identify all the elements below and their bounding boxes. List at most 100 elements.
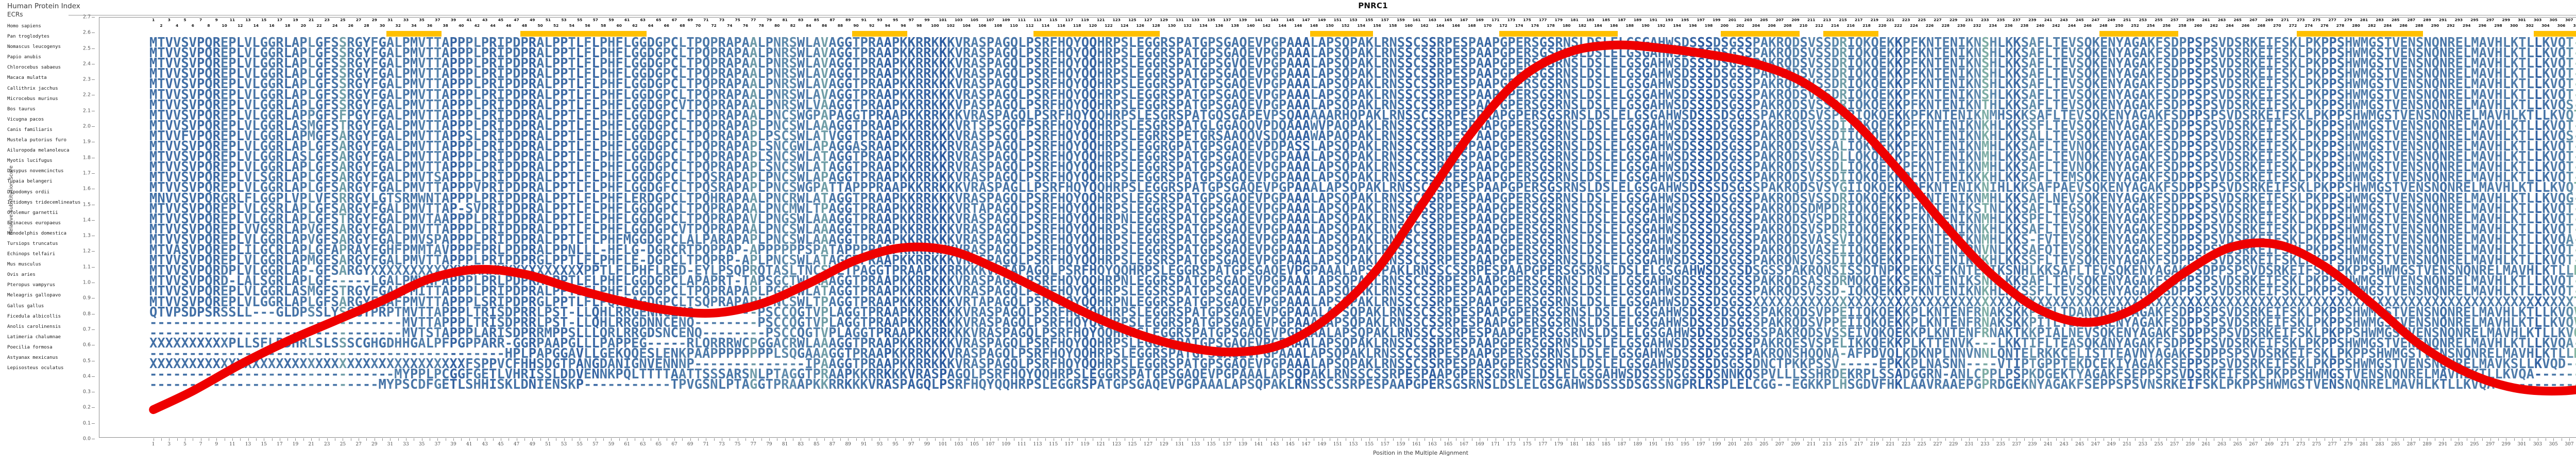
position-tick-label: 222 xyxy=(1894,23,1902,28)
y-axis-tick-label: 0.2 xyxy=(83,405,91,410)
position-tick-label: 181 xyxy=(1570,18,1578,22)
y-axis-tick-mark xyxy=(92,407,95,408)
x-axis-tick-mark xyxy=(2498,438,2499,441)
x-axis-tick-label: 149 xyxy=(1317,442,1326,447)
x-axis-tick-mark xyxy=(1432,438,1433,441)
x-axis-tick-mark xyxy=(1227,438,1228,441)
x-axis-tick-mark xyxy=(1393,438,1394,441)
x-axis-tick-label: 5 xyxy=(183,442,187,447)
position-tick-label: 145 xyxy=(1286,18,1294,22)
x-axis-tick-label: 17 xyxy=(277,442,282,447)
position-tick-label: 204 xyxy=(1752,23,1760,28)
x-axis-tick-mark xyxy=(714,438,715,441)
position-tick-label: 21 xyxy=(309,18,314,22)
position-tick-label: 29 xyxy=(372,18,377,22)
position-tick-label: 224 xyxy=(1910,23,1918,28)
position-tick-label: 85 xyxy=(814,18,819,22)
position-tick-label: 206 xyxy=(1768,23,1775,28)
position-tick-label: 245 xyxy=(2076,18,2083,22)
x-axis-tick-label: 283 xyxy=(2375,442,2384,447)
position-tick-label: 70 xyxy=(696,23,701,28)
position-tick-label: 100 xyxy=(931,23,939,28)
x-axis-tick-mark xyxy=(1132,438,1133,441)
x-axis-tick-label: 253 xyxy=(2139,442,2147,447)
position-tick-label: 304 xyxy=(2541,23,2549,28)
x-axis-tick-label: 291 xyxy=(2438,442,2447,447)
position-tick-label: 285 xyxy=(2392,18,2399,22)
position-tick-label: 221 xyxy=(1886,18,1894,22)
x-axis-tick-label: 61 xyxy=(624,442,630,447)
position-tick-label: 81 xyxy=(782,18,787,22)
x-axis-tick-mark xyxy=(856,438,857,441)
position-tick-label: 227 xyxy=(1934,18,1941,22)
x-axis-tick-label: 285 xyxy=(2391,442,2400,447)
x-axis-tick-mark xyxy=(1969,438,1970,441)
x-axis-tick-label: 41 xyxy=(466,442,472,447)
position-tick-label: 209 xyxy=(1791,18,1799,22)
x-axis-tick-mark xyxy=(911,438,912,441)
position-tick-label: 223 xyxy=(1902,18,1910,22)
x-axis-tick-mark xyxy=(824,438,825,441)
position-tick-label: 144 xyxy=(1278,23,1286,28)
x-axis-tick-mark xyxy=(437,438,438,441)
x-axis-tick-label: 175 xyxy=(1522,442,1531,447)
position-tick-label: 231 xyxy=(1965,18,1973,22)
x-axis-tick-label: 199 xyxy=(1712,442,1721,447)
x-axis-tick-label: 151 xyxy=(1333,442,1342,447)
x-axis-tick-label: 293 xyxy=(2454,442,2463,447)
species-label: Papio anubis xyxy=(7,52,80,62)
position-tick-label: 55 xyxy=(577,18,582,22)
position-tick-label: 132 xyxy=(1183,23,1191,28)
position-tick-label: 49 xyxy=(530,18,535,22)
position-tick-label: 130 xyxy=(1168,23,1176,28)
position-tick-label: 246 xyxy=(2083,23,2091,28)
position-tick-label: 296 xyxy=(2479,23,2486,28)
position-tick-label: 141 xyxy=(1255,18,1262,22)
position-tick-label: 151 xyxy=(1334,18,1342,22)
position-tick-label: 183 xyxy=(1586,18,1594,22)
position-tick-label: 113 xyxy=(1033,18,1041,22)
position-tick-label: 38 xyxy=(443,23,448,28)
x-axis-tick-mark xyxy=(2190,438,2191,441)
x-axis-tick-mark xyxy=(2166,438,2167,441)
x-axis-tick-label: 201 xyxy=(1728,442,1737,447)
x-axis-tick-mark xyxy=(2040,438,2041,441)
x-axis-tick-mark xyxy=(698,438,699,441)
species-label: Microcebus murinus xyxy=(7,94,80,104)
x-axis-tick-mark xyxy=(603,438,604,441)
x-axis-tick-label: 39 xyxy=(450,442,456,447)
x-axis-tick-mark xyxy=(2419,438,2420,441)
position-tick-label: 65 xyxy=(656,18,661,22)
position-tick-label: 185 xyxy=(1602,18,1610,22)
x-axis-tick-mark xyxy=(982,438,983,441)
x-axis-tick-label: 33 xyxy=(403,442,409,447)
position-tick-label: 33 xyxy=(403,18,409,22)
position-tick-label: 158 xyxy=(1389,23,1397,28)
x-axis-tick-mark xyxy=(1084,438,1086,441)
x-axis-tick-mark xyxy=(745,438,746,441)
position-tick-label: 169 xyxy=(1476,18,1483,22)
x-axis-tick-mark xyxy=(903,438,904,441)
position-tick-label: 119 xyxy=(1081,18,1089,22)
position-tick-label: 43 xyxy=(482,18,487,22)
x-axis-tick-label: 299 xyxy=(2502,442,2511,447)
x-axis-tick-label: 243 xyxy=(2060,442,2069,447)
x-axis-tick-mark xyxy=(1282,438,1283,441)
y-axis-tick-mark xyxy=(92,126,95,127)
x-axis-tick-mark xyxy=(493,438,494,441)
x-axis-tick-label: 215 xyxy=(1838,442,1847,447)
species-label: Anolis carolinensis xyxy=(7,322,80,332)
position-tick-label: 9 xyxy=(215,18,218,22)
x-axis-tick-mark xyxy=(177,438,178,441)
legend-human-protein-index: Human Protein Index xyxy=(7,2,80,11)
species-label: Ictidomys tridecemlineatus xyxy=(7,197,80,208)
x-axis-tick-label: 75 xyxy=(735,442,740,447)
position-tick-label: 289 xyxy=(2423,18,2431,22)
position-tick-label: 150 xyxy=(1326,23,1333,28)
position-tick-label: 286 xyxy=(2399,23,2407,28)
position-tick-label: 252 xyxy=(2131,23,2139,28)
x-axis-tick-label: 9 xyxy=(215,442,218,447)
x-axis-tick-mark xyxy=(1590,438,1591,441)
position-tick-label: 196 xyxy=(1689,23,1697,28)
